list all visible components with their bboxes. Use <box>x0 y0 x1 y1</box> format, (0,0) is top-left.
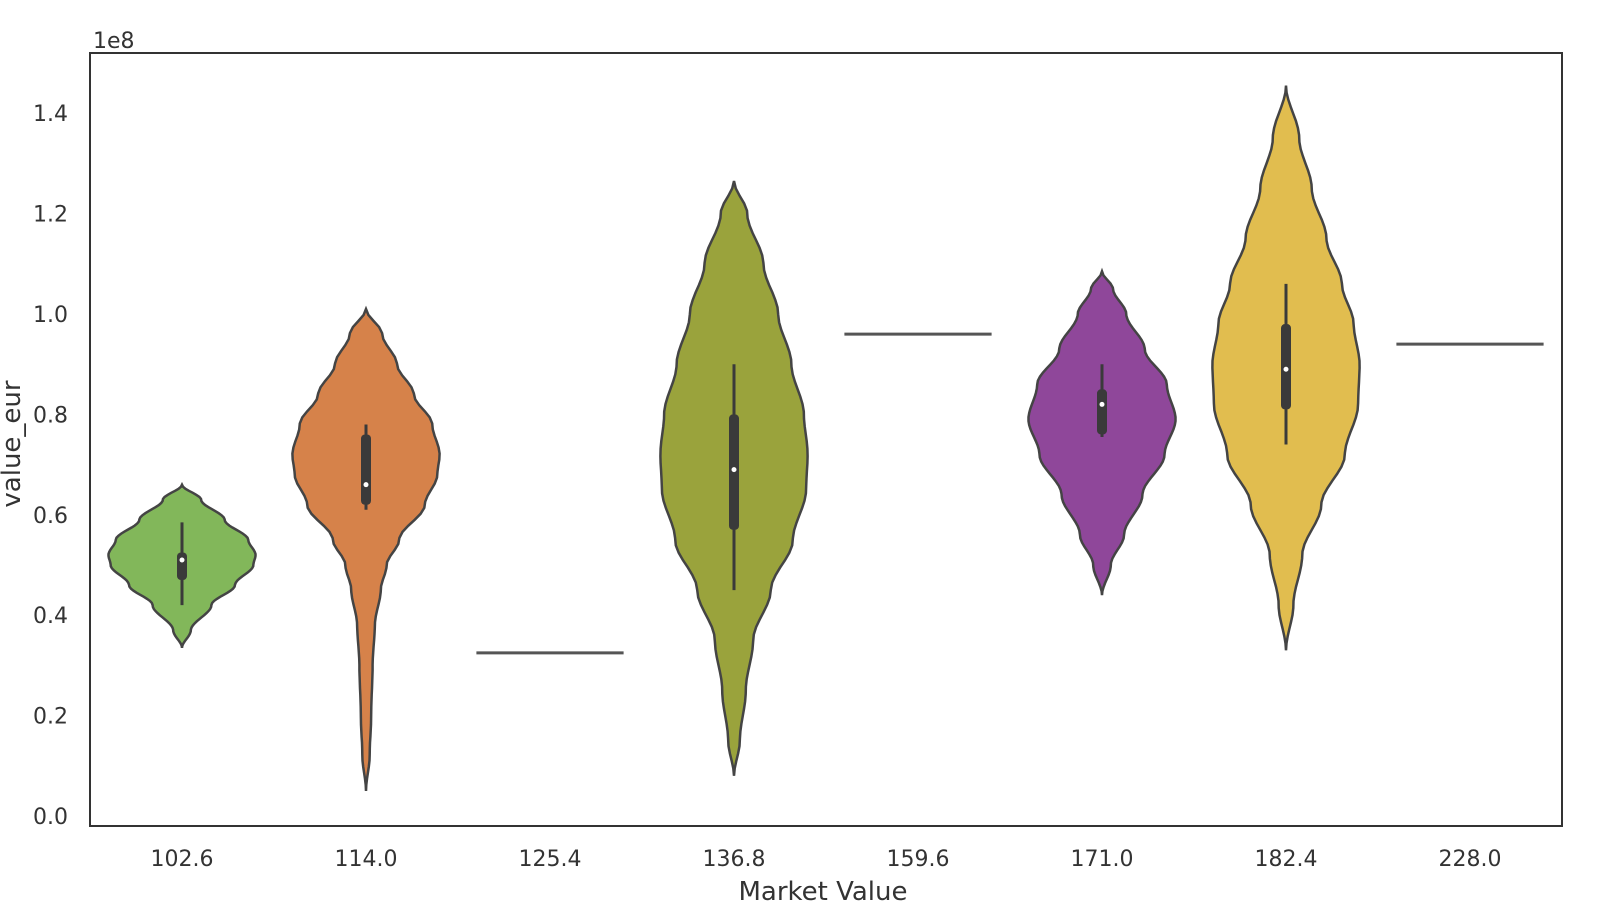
x-tick-label: 171.0 <box>1071 847 1134 872</box>
y-tick-label: 0.8 <box>33 403 68 428</box>
x-axis-ticks: 102.6 114.0 125.4 136.8 159.6 171.0 182.4 228.0 <box>151 847 1502 872</box>
violin-182.4 <box>1211 85 1361 651</box>
x-tick-label: 182.4 <box>1255 847 1318 872</box>
y-tick-label: 0.4 <box>33 604 68 629</box>
y-tick-label: 1.2 <box>33 203 68 228</box>
iqr-box <box>729 414 739 530</box>
violin-102.6 <box>107 481 257 648</box>
iqr-box <box>1281 324 1291 410</box>
median-dot <box>1283 366 1289 372</box>
violin-body <box>291 305 441 791</box>
plot-frame <box>89 52 1563 827</box>
y-tick-label: 0.6 <box>33 504 68 529</box>
iqr-box <box>361 434 371 505</box>
iqr-box <box>177 552 187 581</box>
iqr-box <box>1097 389 1107 435</box>
y-axis-title: value_eur <box>0 380 27 507</box>
median-dot <box>1099 401 1105 407</box>
x-tick-label: 125.4 <box>519 847 582 872</box>
y-tick-label: 1.4 <box>33 102 68 127</box>
x-tick-label: 159.6 <box>887 847 950 872</box>
median-dot <box>363 482 369 488</box>
y-tick-label: 0.2 <box>33 705 68 730</box>
x-tick-label: 228.0 <box>1439 847 1502 872</box>
violin-136.8 <box>659 180 809 776</box>
x-tick-label: 102.6 <box>151 847 214 872</box>
x-tick-label: 114.0 <box>335 847 398 872</box>
x-tick-label: 136.8 <box>703 847 766 872</box>
y-axis-ticks: 0.0 0.2 0.4 0.6 0.8 1.0 1.2 1.4 <box>33 102 68 830</box>
x-axis-title: Market Value <box>738 877 907 907</box>
violin-171.0 <box>1027 267 1177 596</box>
violins-layer <box>107 85 1544 791</box>
median-dot <box>179 557 185 563</box>
y-tick-label: 0.0 <box>33 805 68 830</box>
y-tick-label: 1.0 <box>33 303 68 328</box>
y-offset-label: 1e8 <box>93 29 135 54</box>
median-dot <box>731 467 737 473</box>
violin-114.0 <box>291 305 441 791</box>
